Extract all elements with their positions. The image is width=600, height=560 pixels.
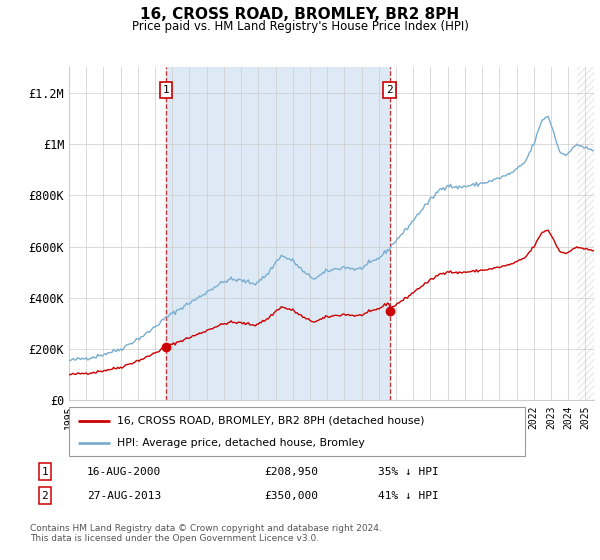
Text: 16, CROSS ROAD, BROMLEY, BR2 8PH: 16, CROSS ROAD, BROMLEY, BR2 8PH bbox=[140, 7, 460, 22]
Text: 16, CROSS ROAD, BROMLEY, BR2 8PH (detached house): 16, CROSS ROAD, BROMLEY, BR2 8PH (detach… bbox=[117, 416, 424, 426]
Text: 1: 1 bbox=[41, 466, 49, 477]
Text: Contains HM Land Registry data © Crown copyright and database right 2024.
This d: Contains HM Land Registry data © Crown c… bbox=[30, 524, 382, 543]
Text: £350,000: £350,000 bbox=[264, 491, 318, 501]
Text: 35% ↓ HPI: 35% ↓ HPI bbox=[378, 466, 439, 477]
Bar bbox=[166, 67, 389, 400]
Text: 41% ↓ HPI: 41% ↓ HPI bbox=[378, 491, 439, 501]
FancyBboxPatch shape bbox=[69, 407, 525, 456]
Text: Price paid vs. HM Land Registry's House Price Index (HPI): Price paid vs. HM Land Registry's House … bbox=[131, 20, 469, 32]
Text: £208,950: £208,950 bbox=[264, 466, 318, 477]
Text: 2: 2 bbox=[41, 491, 49, 501]
Text: 16-AUG-2000: 16-AUG-2000 bbox=[87, 466, 161, 477]
Text: 27-AUG-2013: 27-AUG-2013 bbox=[87, 491, 161, 501]
Bar bbox=[577, 67, 594, 400]
Text: HPI: Average price, detached house, Bromley: HPI: Average price, detached house, Brom… bbox=[117, 437, 365, 447]
Text: 1: 1 bbox=[163, 85, 169, 95]
Text: 2: 2 bbox=[386, 85, 393, 95]
Bar bbox=[577, 67, 594, 400]
